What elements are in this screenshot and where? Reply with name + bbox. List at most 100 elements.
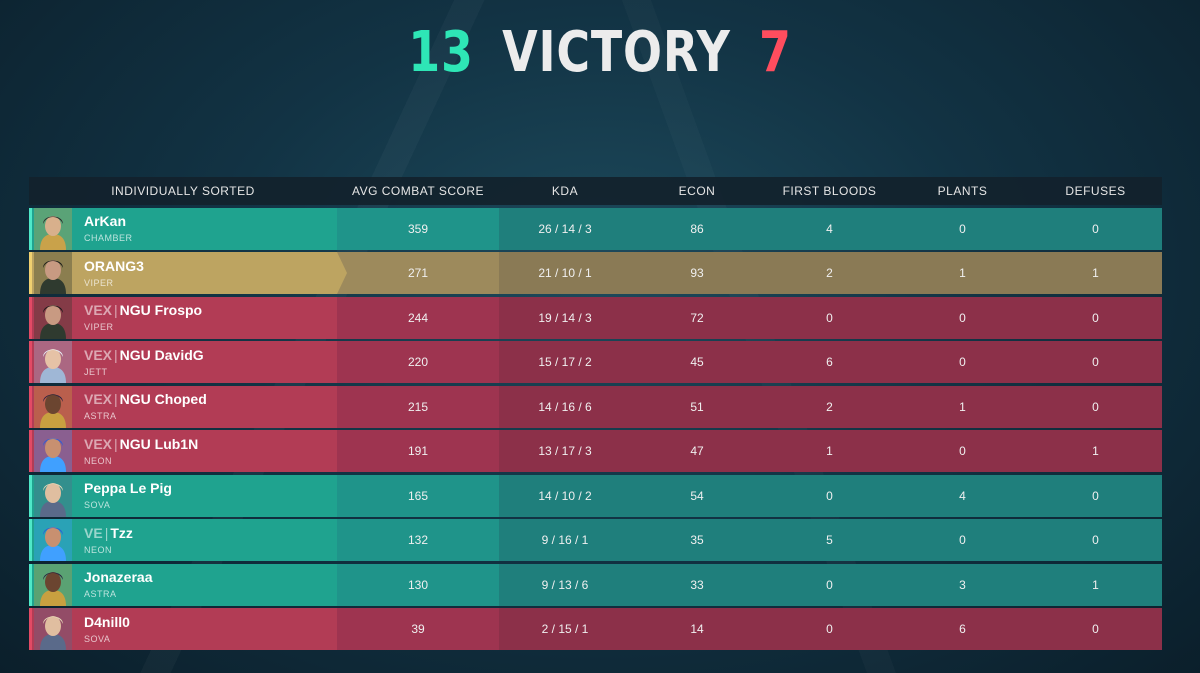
player-name-text: NGU DavidG <box>119 346 204 363</box>
tag-separator: | <box>114 302 118 318</box>
defuses-value: 0 <box>1092 221 1099 236</box>
kda-value: 19 / 14 / 3 <box>538 310 592 325</box>
player-team-tag: VEX <box>84 391 113 407</box>
player-row[interactable]: ORANG3 VIPER 271 21 / 10 / 1 93 2 1 1 <box>29 252 1162 294</box>
player-name-text: ORANG3 <box>84 257 144 274</box>
player-row[interactable]: VE | Tzz NEON 132 9 / 16 / 1 35 5 0 0 <box>29 519 1162 561</box>
player-name-text: Peppa Le Pig <box>84 480 172 496</box>
player-name-cell: VE | Tzz NEON <box>29 519 337 561</box>
player-row[interactable]: Peppa Le Pig SOVA 165 14 / 10 / 2 54 0 4 0 <box>29 474 1162 517</box>
player-name: ORANG3 <box>84 258 144 275</box>
player-name-cell: VEX | NGU Frospo VIPER <box>29 296 337 339</box>
team-score: 13 <box>408 20 474 85</box>
first-bloods-value: 4 <box>826 221 833 236</box>
agent-name: ASTRA <box>84 411 117 421</box>
player-name-text: NGU Frospo <box>119 302 203 318</box>
kda-value: 14 / 16 / 6 <box>538 399 592 414</box>
player-team-tag: VEX <box>84 346 113 363</box>
player-name-cell: ORANG3 VIPER <box>29 252 347 294</box>
player-name-cell: D4nill0 SOVA <box>29 608 337 650</box>
first-bloods-value: 0 <box>826 622 833 636</box>
acs-value: 39 <box>337 608 499 650</box>
agent-name: VIPER <box>84 277 114 288</box>
acs-value: 130 <box>337 563 499 606</box>
econ-value: 45 <box>690 355 704 369</box>
plants-value: 3 <box>959 577 966 592</box>
acs-value: 271 <box>337 252 499 294</box>
tag-separator: | <box>114 346 118 363</box>
agent-name: CHAMBER <box>84 233 133 243</box>
defuses-value: 0 <box>1092 399 1099 414</box>
player-stats: 271 21 / 10 / 1 93 2 1 1 <box>337 252 1162 294</box>
kda-value: 2 / 15 / 1 <box>541 622 589 636</box>
player-row[interactable]: Jonazeraa ASTRA 130 9 / 13 / 6 33 0 3 1 <box>29 563 1162 606</box>
player-row[interactable]: D4nill0 SOVA 39 2 / 15 / 1 14 0 6 0 <box>29 608 1162 650</box>
defuses-value: 0 <box>1092 488 1099 503</box>
first-bloods-value: 2 <box>826 399 833 414</box>
viper-agent-icon <box>34 296 72 339</box>
player-name-block: ORANG3 VIPER <box>84 258 144 289</box>
agent-name: NEON <box>84 544 113 555</box>
player-row[interactable]: VEX | NGU Lub1N NEON 191 13 / 17 / 3 47 1 0 1 <box>29 430 1162 472</box>
player-name-block: VEX | NGU DavidG JETT <box>84 347 204 378</box>
defuses-value: 0 <box>1092 355 1099 369</box>
player-row[interactable]: ArKan CHAMBER 359 26 / 14 / 3 86 4 0 0 <box>29 207 1162 250</box>
player-name-block: VEX | NGU Lub1N NEON <box>84 436 198 467</box>
player-name-text: Jonazeraa <box>84 569 153 585</box>
match-result-banner: 13 VICTORY 7 <box>108 18 1092 88</box>
acs-value: 165 <box>337 474 499 517</box>
player-team-tag: VE <box>84 524 103 541</box>
econ-value: 47 <box>690 444 704 458</box>
plants-value: 0 <box>959 533 966 547</box>
plants-value: 6 <box>959 622 966 636</box>
player-name: VEX | NGU DavidG <box>84 347 204 364</box>
viper-agent-icon <box>34 252 72 294</box>
player-row[interactable]: VEX | NGU Choped ASTRA 215 14 / 16 / 6 51 2 1 0 <box>29 385 1162 428</box>
column-header-first-bloods[interactable]: FIRST BLOODS <box>782 184 877 198</box>
player-name-cell: Jonazeraa ASTRA <box>29 563 337 606</box>
player-name-cell: VEX | NGU Lub1N NEON <box>29 430 337 472</box>
match-result: VICTORY <box>502 20 731 85</box>
player-name: VE | Tzz <box>84 525 133 542</box>
defuses-value: 1 <box>1092 444 1099 458</box>
astra-agent-icon <box>34 563 72 606</box>
econ-value: 33 <box>690 577 704 592</box>
player-stats: 359 26 / 14 / 3 86 4 0 0 <box>337 207 1162 250</box>
econ-value: 14 <box>690 622 704 636</box>
player-name: Jonazeraa <box>84 569 152 586</box>
column-header-plants[interactable]: PLANTS <box>937 184 988 198</box>
first-bloods-value: 6 <box>826 355 833 369</box>
player-team-tag: VEX <box>84 435 113 452</box>
player-name: VEX | NGU Choped <box>84 391 207 408</box>
kda-value: 21 / 10 / 1 <box>538 266 592 280</box>
acs-value: 132 <box>337 519 499 561</box>
first-bloods-value: 1 <box>826 444 833 458</box>
kda-value: 14 / 10 / 2 <box>538 488 592 503</box>
column-header-kda[interactable]: KDA <box>551 184 579 198</box>
column-header-defuses[interactable]: DEFUSES <box>1065 184 1126 198</box>
column-header-acs[interactable]: AVG COMBAT SCORE <box>351 184 485 198</box>
acs-value: 244 <box>337 296 499 339</box>
plants-value: 1 <box>959 266 966 280</box>
kda-value: 13 / 17 / 3 <box>538 444 592 458</box>
kda-value: 15 / 17 / 2 <box>538 355 592 369</box>
first-bloods-value: 0 <box>826 577 833 592</box>
tag-separator: | <box>114 391 118 407</box>
kda-value: 26 / 14 / 3 <box>538 221 592 236</box>
player-stats: 191 13 / 17 / 3 47 1 0 1 <box>337 430 1162 472</box>
column-header-sort[interactable]: INDIVIDUALLY SORTED <box>111 184 255 198</box>
player-row[interactable]: VEX | NGU Frospo VIPER 244 19 / 14 / 3 72 0 0 0 <box>29 296 1162 339</box>
agent-name: JETT <box>84 366 108 377</box>
enemy-score: 7 <box>758 20 792 85</box>
player-row[interactable]: VEX | NGU DavidG JETT 220 15 / 17 / 2 45 6 0 0 <box>29 341 1162 383</box>
player-name-block: Jonazeraa ASTRA <box>84 569 152 600</box>
column-header-econ[interactable]: ECON <box>678 184 716 198</box>
plants-value: 4 <box>959 488 966 503</box>
player-name-cell: ArKan CHAMBER <box>29 207 337 250</box>
first-bloods-value: 2 <box>826 266 833 280</box>
player-team-tag: VEX <box>84 302 113 318</box>
plants-value: 0 <box>959 355 966 369</box>
acs-value: 359 <box>337 207 499 250</box>
player-name-block: ArKan CHAMBER <box>84 213 133 244</box>
scoreboard: INDIVIDUALLY SORTED AVG COMBAT SCORE KDA… <box>29 177 1162 650</box>
